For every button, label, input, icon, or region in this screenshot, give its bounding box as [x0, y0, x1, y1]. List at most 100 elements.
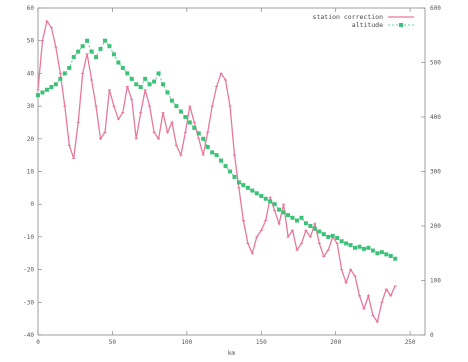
data-point — [129, 76, 134, 81]
data-point — [388, 253, 393, 258]
series-layer — [36, 19, 398, 324]
y-tick-label: 30 — [27, 103, 35, 110]
data-point — [201, 136, 206, 141]
data-point — [53, 82, 58, 87]
y-tick-label: -10 — [23, 234, 34, 241]
data-point — [44, 87, 49, 92]
y-axis-right: 0 100 200 300 400 500 600 — [421, 5, 441, 339]
y2-tick-label: 0 — [430, 332, 434, 339]
x-tick-label: 150 — [256, 339, 267, 346]
data-point — [178, 109, 183, 114]
data-point — [290, 215, 295, 220]
data-point — [36, 93, 40, 98]
data-point — [321, 232, 326, 237]
data-point — [254, 191, 259, 196]
y-axis-left: -40 -30 -20 -10 0 10 20 30 40 50 60 — [23, 5, 42, 339]
x-tick-label: 50 — [109, 339, 117, 346]
data-point — [120, 65, 125, 70]
data-point — [348, 243, 353, 248]
data-point — [241, 183, 246, 188]
legend-marker — [399, 23, 403, 27]
x-axis-title: km — [228, 350, 236, 357]
data-point — [71, 55, 76, 60]
y-tick-label: 40 — [27, 70, 35, 77]
y2-tick-label: 400 — [430, 114, 441, 121]
data-point — [165, 90, 170, 95]
y-tick-label: 10 — [27, 169, 35, 176]
x-tick-label: 200 — [330, 339, 341, 346]
data-point — [205, 144, 210, 149]
y-tick-label: 0 — [30, 201, 34, 208]
data-point — [210, 150, 215, 155]
data-point — [49, 85, 54, 90]
legend-label: altitude — [352, 21, 383, 29]
data-point — [330, 233, 335, 238]
data-point — [192, 125, 197, 130]
series-1 — [36, 38, 398, 261]
data-point — [152, 79, 157, 84]
data-point — [335, 235, 340, 240]
data-point — [259, 194, 264, 199]
data-point — [263, 196, 268, 201]
data-point — [379, 250, 384, 255]
data-point — [76, 49, 81, 54]
data-point — [353, 245, 358, 250]
data-point — [134, 82, 139, 87]
data-point — [366, 245, 371, 250]
data-point — [250, 188, 255, 193]
data-point — [219, 158, 224, 163]
series-line — [37, 39, 396, 260]
data-point — [174, 104, 179, 109]
data-point — [326, 234, 331, 239]
y-tick-label: 60 — [27, 5, 35, 12]
y-tick-label: 20 — [27, 136, 35, 143]
y2-tick-label: 300 — [430, 169, 441, 176]
data-point — [312, 226, 317, 231]
data-point — [143, 76, 148, 81]
data-point — [85, 38, 90, 43]
data-point — [344, 241, 349, 246]
data-point — [116, 60, 121, 65]
x-tick-label: 250 — [405, 339, 416, 346]
data-point — [107, 44, 112, 49]
data-point — [299, 215, 304, 220]
data-point — [232, 174, 237, 179]
data-point — [294, 218, 299, 223]
y2-tick-label: 200 — [430, 223, 441, 230]
legend-label: station correction — [313, 13, 384, 21]
y-tick-label: -30 — [23, 299, 34, 306]
data-point — [286, 213, 291, 218]
data-point — [308, 224, 313, 228]
data-point — [245, 185, 250, 190]
data-point — [214, 153, 219, 158]
data-point — [161, 82, 166, 87]
data-point — [196, 131, 201, 136]
data-point — [339, 239, 344, 244]
series-0 — [36, 19, 397, 324]
data-point — [277, 207, 282, 212]
data-point — [317, 229, 322, 234]
data-point — [361, 246, 366, 251]
data-point — [111, 52, 116, 57]
data-point — [375, 251, 380, 256]
data-point — [62, 71, 67, 76]
data-point — [268, 199, 273, 204]
data-point — [384, 252, 389, 257]
series-line — [37, 19, 396, 324]
data-point — [156, 71, 161, 76]
data-point — [147, 82, 152, 87]
y2-tick-label: 100 — [430, 278, 441, 285]
data-point — [67, 65, 72, 70]
data-point — [58, 76, 63, 81]
data-point — [94, 55, 99, 60]
y2-tick-label: 500 — [430, 60, 441, 67]
data-point — [228, 169, 233, 174]
x-axis: 0 50 100 150 200 250 — [36, 8, 416, 346]
x-tick-label: 100 — [181, 339, 192, 346]
data-point — [40, 90, 45, 95]
data-point — [98, 46, 103, 51]
data-point — [125, 71, 130, 76]
data-point — [370, 248, 375, 253]
